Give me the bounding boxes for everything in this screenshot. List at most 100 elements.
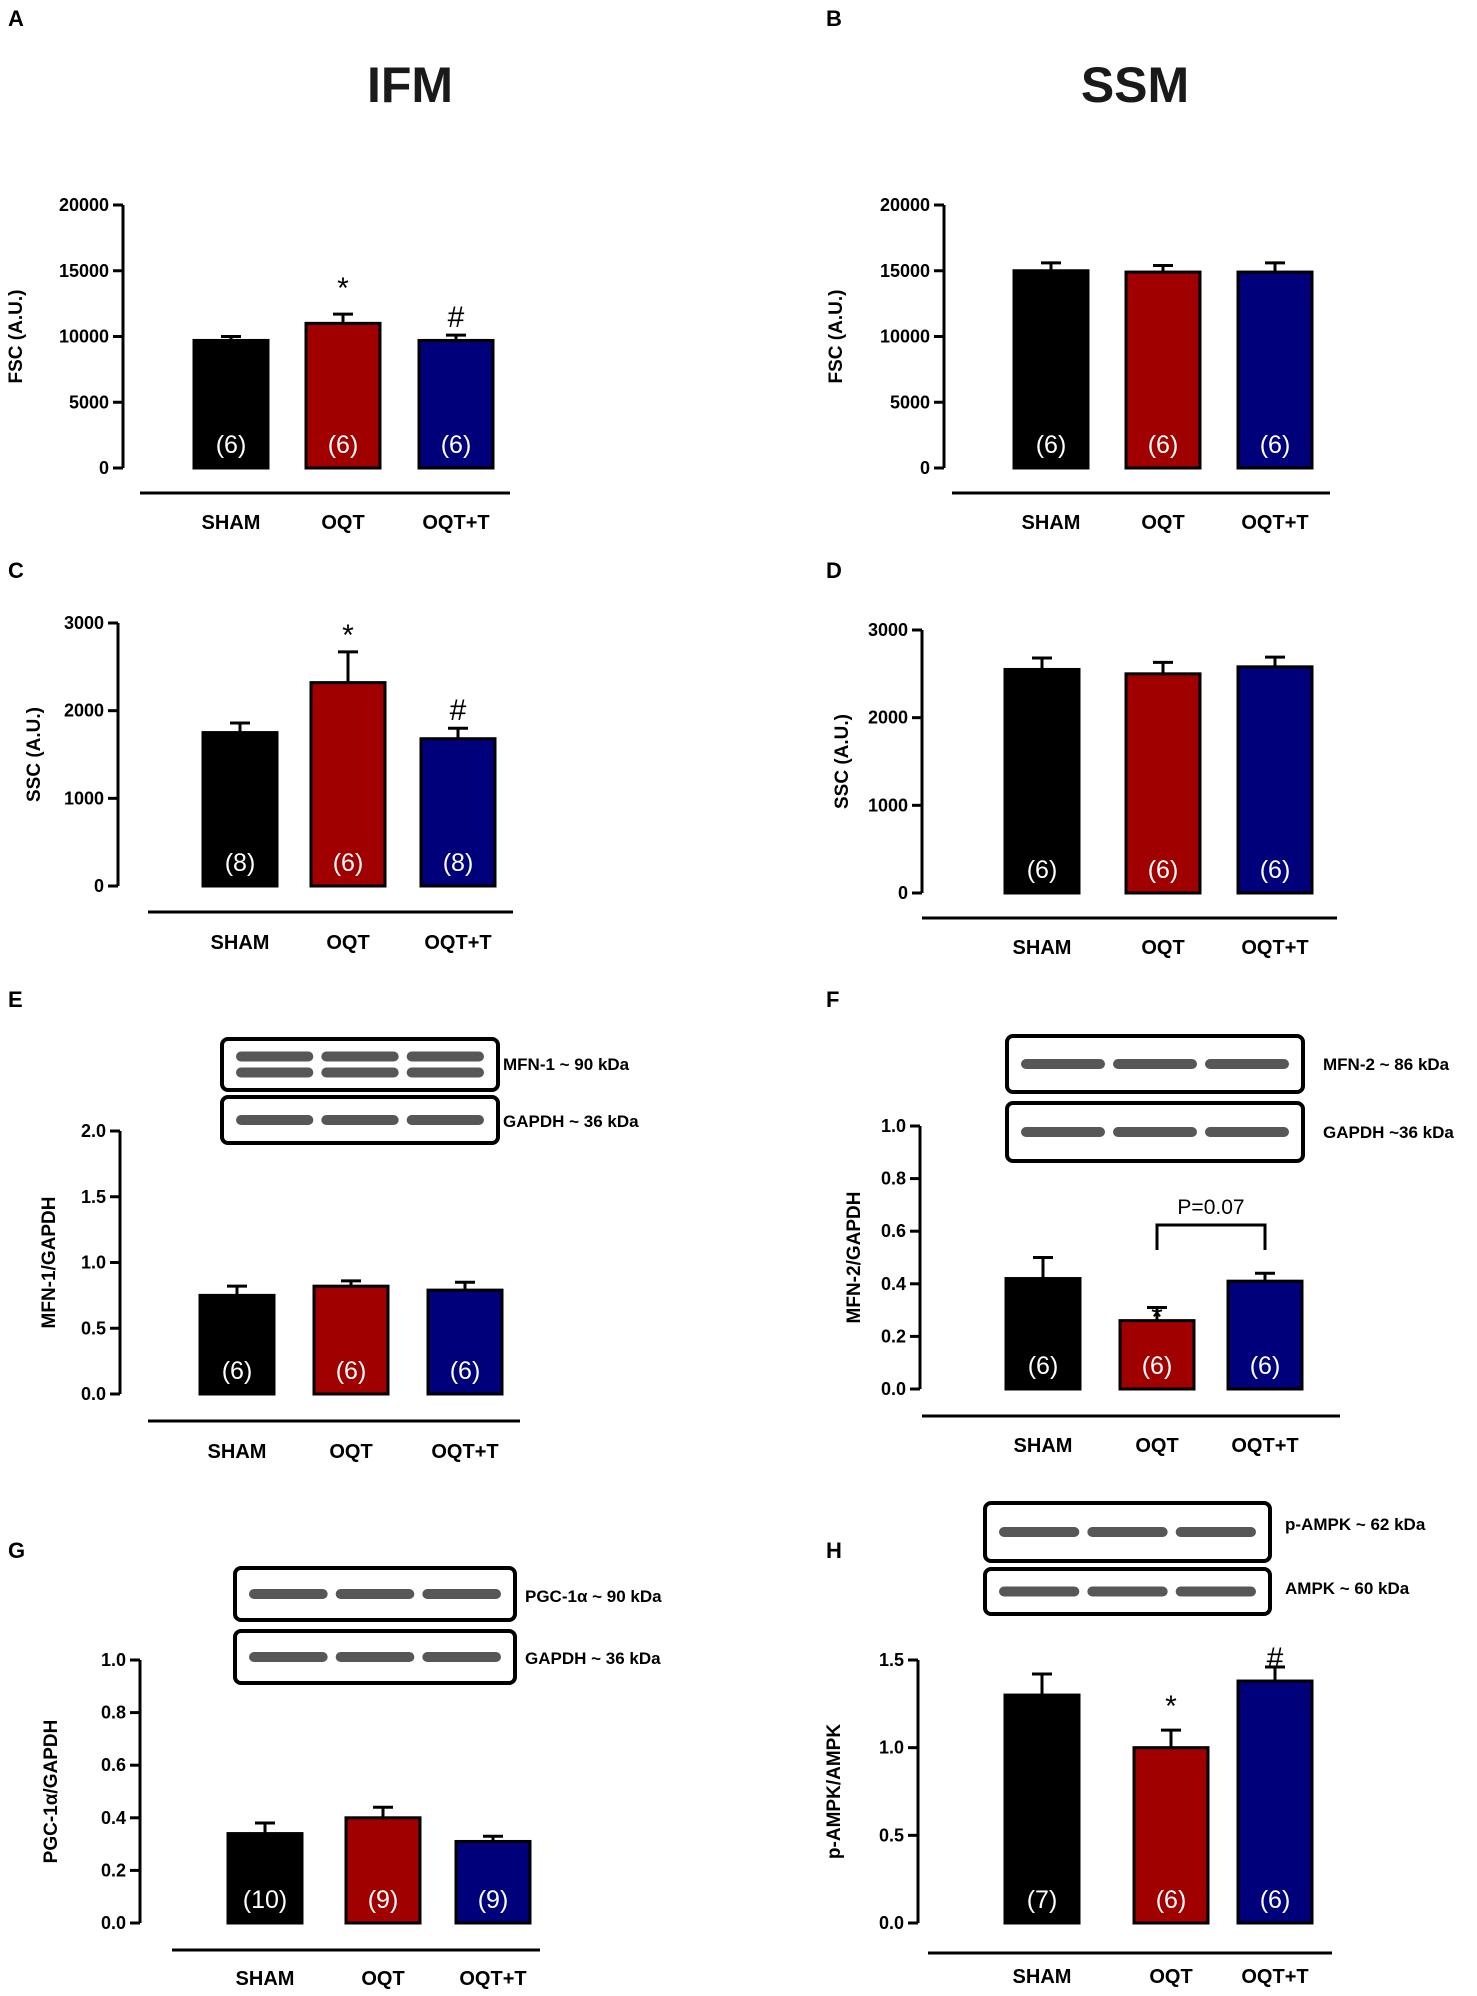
y-tick-label: 1000 [868,795,908,815]
category-label: OQT+T [424,932,491,954]
y-tick-label: 0 [99,458,109,478]
y-tick-label: 0.4 [101,1808,126,1828]
n-label: (6) [336,1357,367,1385]
panel-g: G PGC-1α ~ 90 kDa GAPDH ~ 36 kDa 0.0 0.2 0.4 0… [8,1538,662,1990]
y-tick-label: 15000 [59,261,109,281]
panel-e: E MFN-1 ~ 90 kDa GAPDH ~ 36 kDa 0.0 0.5 1.0 1.… [8,987,639,1463]
blot-band [422,1652,501,1662]
n-label: (6) [216,431,247,459]
panel-a: A 0 5000 10000 15000 20000 FSC (A.U.) SHAM OQT OQ… [6,6,510,534]
y-tick-label: 10000 [880,327,930,347]
y-axis-label: PGC-1α/GAPDH [41,1720,62,1864]
category-label: SHAM [236,1968,295,1990]
bar-oqt-plus-t [1236,665,1314,895]
blot-band [321,1051,399,1062]
blot-label: GAPDH ~ 36 kDa [503,1112,639,1131]
blot-lanes-1 [1021,1127,1289,1137]
significance-mark: * [337,272,349,305]
y-tick-label: 15000 [880,261,930,281]
blot-band [1205,1059,1289,1069]
category-label: SHAM [1013,1966,1072,1988]
column-title-ssm: SSM [1081,57,1189,113]
category-label: SHAM [202,512,261,534]
category-label: OQT [1141,937,1184,959]
panel-b: B 0 5000 10000 15000 20000 FSC (A.U.) SHAM OQT OQ… [826,6,1330,534]
n-label: (6) [1148,431,1179,459]
y-tick-label: 0.8 [881,1169,906,1189]
blot-band [1087,1527,1168,1537]
category-label: OQT [329,1441,372,1463]
blot-label: GAPDH ~36 kDa [1323,1123,1454,1142]
bar-oqt-plus-t [1236,270,1314,470]
y-tick-label: 0 [898,883,908,903]
bar-oqt-plus-t [419,737,497,888]
blot-lanes-1 [236,1115,484,1125]
y-tick-label: 2000 [64,701,104,721]
n-label: (6) [1148,856,1179,884]
blot-lanes-0 [249,1589,501,1599]
blot-band [1175,1527,1256,1537]
panel-letter: E [8,987,23,1012]
n-label: (10) [243,1886,287,1914]
bar-sham [198,1293,276,1396]
blot-label: GAPDH ~ 36 kDa [525,1649,661,1668]
bar-oqt-plus-t [417,338,495,470]
bar-sham [226,1832,304,1925]
category-label: OQT+T [1241,1966,1308,1988]
significance-mark: * [1165,1690,1177,1723]
y-tick-label: 5000 [69,392,109,412]
n-label: (8) [443,849,474,877]
n-label: (6) [1028,1352,1059,1380]
bar-sham [1012,269,1090,470]
category-label: SHAM [1022,512,1081,534]
y-tick-label: 0.0 [879,1913,904,1933]
blot-band [406,1051,484,1062]
y-axis-label: SSC (A.U.) [24,707,45,802]
bar-oqt [1124,672,1202,895]
panel-letter: A [8,6,24,31]
y-tick-label: 0.2 [101,1860,126,1880]
category-label: OQT+T [1241,937,1308,959]
bar-sham [1004,1277,1082,1391]
n-label: (6) [1260,1886,1291,1914]
blot-band [249,1589,328,1599]
category-label: SHAM [1013,937,1072,959]
blot-label: p-AMPK ~ 62 kDa [1285,1515,1426,1534]
n-label: (6) [1036,431,1067,459]
panel-letter: C [8,558,24,583]
y-tick-label: 0.0 [101,1913,126,1933]
panel-c: C 0 1000 2000 3000 SSC (A.U.) SHAM OQT OQT+T (8) (… [8,558,513,954]
y-tick-label: 1.0 [101,1650,126,1670]
blot-lanes-0 [999,1527,1256,1537]
category-label: OQT [321,512,364,534]
n-label: (6) [450,1357,481,1385]
blot-frame-0 [220,1037,500,1092]
bar-sham [1003,667,1081,895]
y-axis-label: p-AMPK/AMPK [824,1724,845,1859]
blot-label: AMPK ~ 60 kDa [1285,1579,1410,1598]
panel-letter: H [826,1538,842,1563]
blot-band [1113,1127,1197,1137]
bar-sham [1003,1693,1081,1925]
category-label: OQT [361,1968,404,1990]
y-tick-label: 0.2 [881,1326,906,1346]
blot-band [236,1067,314,1078]
y-tick-label: 1.5 [879,1650,904,1670]
blot-band [321,1115,399,1125]
y-tick-label: 1.0 [879,1738,904,1758]
blot-band [422,1589,501,1599]
bar-oqt-plus-t [1236,1679,1314,1925]
blot-lanes-0 [236,1051,484,1078]
blot-label: PGC-1α ~ 90 kDa [525,1587,662,1606]
bar-oqt [304,321,382,470]
panel-letter: D [826,558,842,583]
n-label: (6) [333,849,364,877]
blot-band [236,1051,314,1062]
category-label: OQT [1149,1966,1192,1988]
y-axis-label: MFN-1/GAPDH [39,1197,60,1329]
category-label: OQT+T [1231,1435,1298,1457]
blot-band [1021,1127,1105,1137]
blot-lanes-0 [1021,1059,1289,1069]
bar-oqt [312,1284,390,1396]
y-tick-label: 3000 [64,613,104,633]
